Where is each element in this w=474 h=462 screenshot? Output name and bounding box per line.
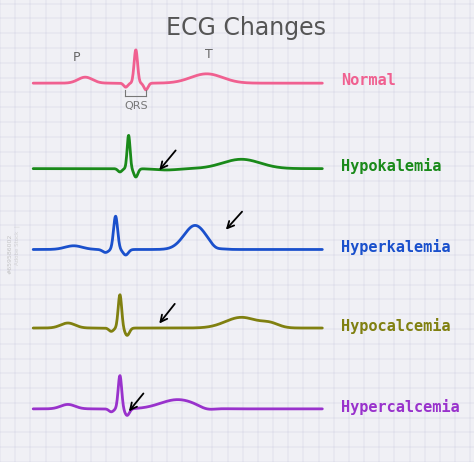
Text: Hypocalcemia: Hypocalcemia [341, 318, 451, 334]
Text: QRS: QRS [124, 101, 147, 111]
Text: P: P [73, 51, 81, 64]
Text: Hyperkalemia: Hyperkalemia [341, 239, 451, 255]
Text: Hypercalcemia: Hypercalcemia [341, 399, 460, 414]
Text: #659586002: #659586002 [8, 234, 13, 274]
Text: ECG Changes: ECG Changes [166, 16, 327, 40]
Text: Adobe Stock  |: Adobe Stock | [14, 225, 20, 265]
Text: Hypokalemia: Hypokalemia [341, 158, 442, 174]
Text: Normal: Normal [341, 73, 396, 88]
Text: T: T [205, 48, 213, 61]
